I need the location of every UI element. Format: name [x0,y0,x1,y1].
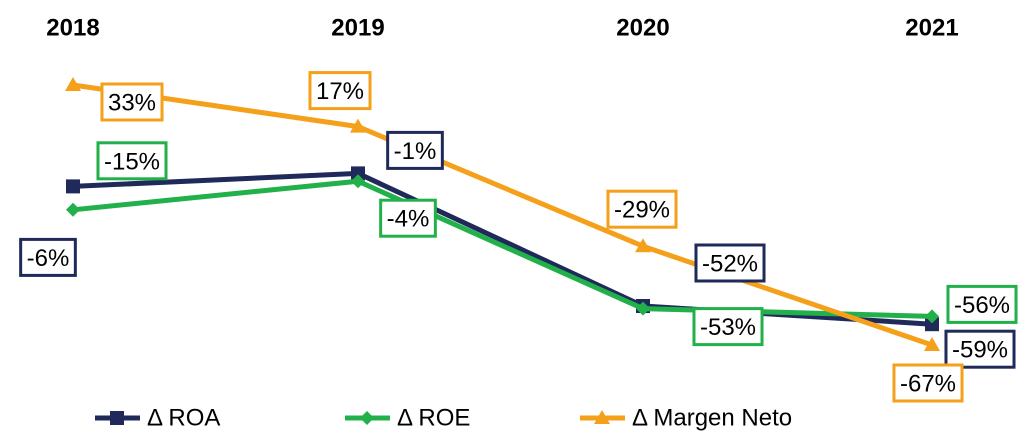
data-label-box [386,130,444,170]
data-label-box [19,237,77,277]
marker [350,118,366,133]
marker [65,77,81,91]
data-label-text: -67% [900,371,956,398]
data-label-text: -56% [954,292,1010,319]
marker [925,309,939,324]
category-label: 2019 [331,15,384,42]
legend-label: Δ Margen Neto [632,405,792,432]
marker [351,174,365,189]
data-label-box [692,307,764,347]
data-label-text: -53% [700,314,756,341]
data-label-text: -4% [387,206,430,233]
marker [924,337,940,351]
marker [66,179,80,194]
series-line [72,178,933,319]
data-label-box [606,189,678,229]
data-label-text: -29% [614,197,670,224]
data-label-text: -52% [702,251,758,278]
marker [66,202,80,217]
category-label: 2018 [46,15,99,42]
marker [110,411,124,425]
series-line [72,82,933,348]
data-label: 17% [308,71,372,111]
data-label-text: -59% [952,337,1008,364]
data-label-box [100,82,164,122]
data-label: -6% [19,237,77,277]
category-label: 2021 [905,15,958,42]
data-label-text: -1% [394,138,437,165]
marker [360,411,374,425]
data-label-text: 33% [108,90,156,117]
data-label: -56% [946,284,1018,324]
data-label-box [308,71,372,111]
data-label: -29% [606,189,678,229]
marker [594,410,610,424]
data-label-box [379,198,437,238]
data-label-box [946,284,1018,324]
data-label: -53% [692,307,764,347]
data-label: 33% [100,82,164,122]
data-label-box [892,363,964,403]
series-line [72,170,933,327]
data-label-box [944,329,1016,369]
data-label: -59% [944,329,1016,369]
data-label: -4% [379,198,437,238]
data-label-text: 17% [316,78,364,105]
category-label: 2020 [616,15,669,42]
data-label-box [96,141,168,181]
data-label-box [694,243,766,283]
legend-label: Δ ROA [147,405,220,432]
data-label-text: -15% [104,148,160,175]
data-label: -52% [694,243,766,283]
data-label: -67% [892,363,964,403]
data-label: -1% [386,130,444,170]
data-label: -15% [96,141,168,181]
marker [635,238,651,253]
data-label-text: -6% [27,245,70,272]
marker [925,317,939,332]
marker [351,166,365,181]
marker [636,301,650,316]
legend-label: Δ ROE [397,405,470,432]
